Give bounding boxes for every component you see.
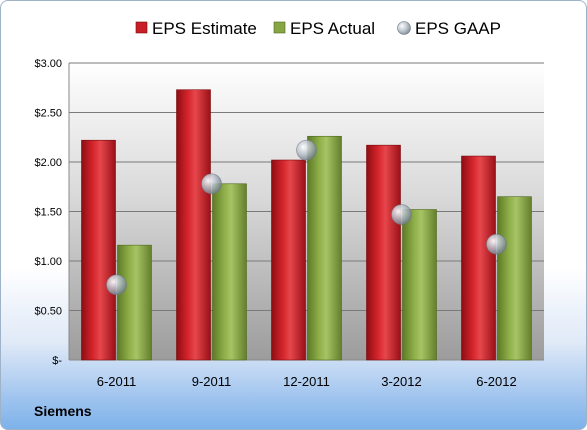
y-tick-label: $2.00 [34,157,62,169]
y-tick-label: $1.50 [34,207,62,219]
bar-eps-actual [117,244,152,361]
y-tick-label: $2.50 [34,108,62,120]
legend: EPS Estimate EPS Actual EPS GAAP [135,19,501,38]
bars-group [81,89,532,361]
bar-eps-actual [402,209,437,361]
bubble-eps-gaap [486,233,507,255]
y-tick-label: $3.00 [34,58,62,70]
x-tick-label: 6-2012 [476,374,516,389]
x-tick-label: 12-2011 [283,374,330,389]
x-tick-label: 6-2011 [97,374,137,389]
bar-eps-actual [497,196,532,361]
legend-label: EPS GAAP [415,19,501,38]
legend-marker [397,21,411,35]
legend-label: EPS Actual [290,19,375,38]
x-tick-label: 3-2012 [381,374,421,389]
bubble-eps-gaap [296,139,317,161]
bubbles-group [106,139,507,296]
bar-eps-actual [212,183,247,361]
legend-marker [273,21,286,34]
bubble-eps-gaap [391,204,412,225]
bubble-eps-gaap [106,274,127,296]
bar-eps-estimate [461,155,496,361]
bar-eps-estimate [81,139,116,361]
x-tick-label: 9-2011 [192,374,232,389]
legend-label: EPS Estimate [152,19,257,38]
bubble-eps-gaap [201,173,222,195]
y-axis: $- $0.50 $1.00 $1.50 $2.00 $2.50 $3.00 [34,58,62,367]
bar-eps-estimate [366,144,401,361]
bar-eps-estimate [271,159,306,361]
y-tick-label: $1.00 [34,256,62,268]
y-tick-label: $0.50 [34,306,62,318]
company-label: Siemens [34,403,92,419]
bar-eps-estimate [176,89,211,361]
y-tick-label: $- [52,355,62,367]
legend-marker [135,21,148,34]
bar-eps-actual [307,135,342,361]
x-axis: 6-2011 9-2011 12-2011 3-2012 6-2012 [97,374,517,389]
